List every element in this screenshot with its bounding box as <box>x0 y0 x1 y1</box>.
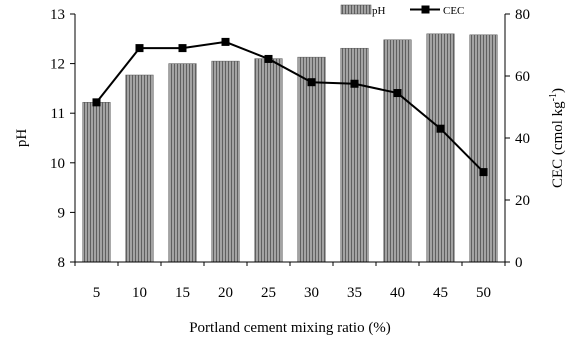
right-axis-title: CEC (cmol kg-1) <box>548 88 566 188</box>
bar-series-ph <box>82 33 498 263</box>
cec-marker-20 <box>221 37 230 46</box>
left-tick-label: 11 <box>51 106 65 122</box>
x-tick-label: 25 <box>261 285 276 301</box>
cec-line <box>95 40 485 173</box>
bar-ph-15 <box>168 63 197 263</box>
right-tick-label: 0 <box>515 255 523 271</box>
bar-ph-45 <box>426 33 455 263</box>
x-axis-ticks: 5 10 15 20 25 30 35 40 45 50 <box>74 262 506 301</box>
bar-ph-20 <box>211 60 240 263</box>
cec-marker-10 <box>135 44 144 53</box>
cec-marker-15 <box>178 44 187 53</box>
bar-ph-50 <box>469 34 498 263</box>
right-axis-title-text: CEC (cmol kg <box>550 101 566 188</box>
left-axis-ticks: 8 9 10 11 12 13 <box>50 7 75 271</box>
x-tick-label: 35 <box>347 285 362 301</box>
right-axis-title-suffix: ) <box>550 88 566 93</box>
right-axis-title-superscript: -1 <box>548 93 559 101</box>
left-tick-label: 10 <box>50 156 65 172</box>
cec-marker-5 <box>92 98 101 107</box>
cec-marker-25 <box>264 54 273 63</box>
x-tick-label: 45 <box>433 285 448 301</box>
cec-marker-50 <box>479 168 488 177</box>
x-tick-label: 15 <box>175 285 190 301</box>
bar-ph-30 <box>297 56 326 263</box>
x-tick-label: 50 <box>476 285 491 301</box>
cec-marker-35 <box>350 79 359 88</box>
cec-marker-45 <box>436 124 445 133</box>
cec-marker-40 <box>393 89 402 98</box>
bar-ph-25 <box>254 58 283 263</box>
x-tick-label: 20 <box>218 285 233 301</box>
bar-ph-5 <box>82 102 111 263</box>
left-tick-label: 13 <box>50 7 65 23</box>
left-axis-title: pH <box>14 129 30 148</box>
legend-label-cec: CEC <box>443 5 464 17</box>
right-tick-label: 60 <box>515 69 530 85</box>
x-tick-label: 30 <box>304 285 319 301</box>
legend-swatch-cec-marker <box>421 5 430 14</box>
left-tick-label: 8 <box>58 255 66 271</box>
cec-marker-30 <box>307 78 316 87</box>
line-series-cec <box>92 37 488 177</box>
right-tick-label: 80 <box>515 7 530 23</box>
legend: pH CEC <box>340 4 464 17</box>
left-tick-label: 9 <box>58 205 66 221</box>
legend-label-ph: pH <box>372 5 386 17</box>
right-tick-label: 20 <box>515 193 530 209</box>
bar-ph-10 <box>125 74 154 263</box>
bar-ph-40 <box>383 39 412 263</box>
legend-swatch-ph <box>340 4 372 15</box>
right-axis-ticks: 0 20 40 60 80 <box>505 7 530 271</box>
right-tick-label: 40 <box>515 131 530 147</box>
x-tick-label: 40 <box>390 285 405 301</box>
x-axis-title: Portland cement mixing ratio (%) <box>189 320 391 336</box>
x-tick-label: 10 <box>132 285 147 301</box>
left-tick-label: 12 <box>50 57 65 73</box>
x-tick-label: 5 <box>93 285 101 301</box>
